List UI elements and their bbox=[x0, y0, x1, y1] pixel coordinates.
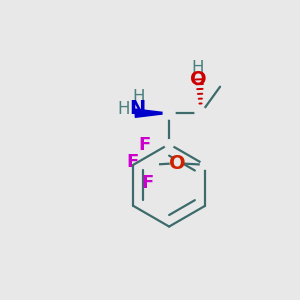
Text: F: F bbox=[138, 136, 151, 154]
Text: O: O bbox=[169, 154, 185, 173]
Text: F: F bbox=[127, 153, 139, 171]
Circle shape bbox=[146, 158, 158, 171]
Circle shape bbox=[165, 140, 174, 148]
Circle shape bbox=[195, 107, 207, 119]
Text: N: N bbox=[130, 99, 146, 118]
Circle shape bbox=[163, 107, 175, 119]
Text: O: O bbox=[190, 70, 206, 89]
Text: H: H bbox=[192, 59, 204, 77]
Polygon shape bbox=[135, 109, 169, 117]
Text: F: F bbox=[141, 174, 154, 192]
Circle shape bbox=[170, 157, 183, 170]
Circle shape bbox=[200, 160, 209, 169]
Text: H: H bbox=[118, 100, 130, 118]
Text: H: H bbox=[133, 88, 145, 106]
